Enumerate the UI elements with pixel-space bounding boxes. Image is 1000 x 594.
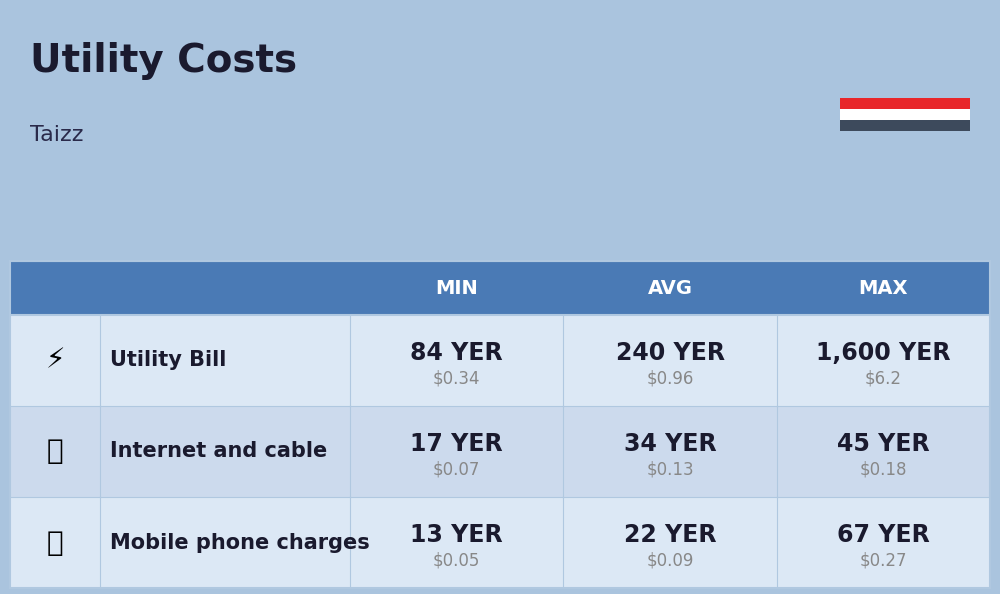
Text: 📱: 📱: [47, 529, 63, 557]
Text: $0.27: $0.27: [860, 552, 907, 570]
Text: 13 YER: 13 YER: [410, 523, 503, 547]
FancyBboxPatch shape: [10, 261, 990, 315]
Text: $6.2: $6.2: [865, 369, 902, 387]
Text: Internet and cable: Internet and cable: [110, 441, 327, 462]
Text: Utility Costs: Utility Costs: [30, 42, 297, 80]
Text: $0.09: $0.09: [646, 552, 694, 570]
Text: Taizz: Taizz: [30, 125, 84, 145]
FancyBboxPatch shape: [10, 315, 990, 406]
Text: MIN: MIN: [435, 279, 478, 298]
Text: Mobile phone charges: Mobile phone charges: [110, 532, 370, 552]
FancyBboxPatch shape: [840, 98, 970, 109]
FancyBboxPatch shape: [840, 120, 970, 131]
Text: Utility Bill: Utility Bill: [110, 350, 226, 371]
Text: 📶: 📶: [47, 437, 63, 466]
Text: 240 YER: 240 YER: [616, 341, 724, 365]
Text: $0.34: $0.34: [433, 369, 480, 387]
FancyBboxPatch shape: [10, 497, 990, 588]
FancyBboxPatch shape: [10, 406, 990, 497]
Text: ⚡: ⚡: [45, 346, 65, 374]
Text: 34 YER: 34 YER: [624, 432, 716, 456]
Text: $0.05: $0.05: [433, 552, 480, 570]
Text: 22 YER: 22 YER: [624, 523, 716, 547]
Text: 67 YER: 67 YER: [837, 523, 930, 547]
Text: $0.18: $0.18: [860, 461, 907, 479]
FancyBboxPatch shape: [840, 109, 970, 120]
Text: $0.96: $0.96: [646, 369, 694, 387]
Text: $0.07: $0.07: [433, 461, 480, 479]
Text: 1,600 YER: 1,600 YER: [816, 341, 951, 365]
Text: 45 YER: 45 YER: [837, 432, 930, 456]
Text: AVG: AVG: [648, 279, 692, 298]
Text: 84 YER: 84 YER: [410, 341, 503, 365]
Text: $0.13: $0.13: [646, 461, 694, 479]
Text: 17 YER: 17 YER: [410, 432, 503, 456]
Text: MAX: MAX: [859, 279, 908, 298]
